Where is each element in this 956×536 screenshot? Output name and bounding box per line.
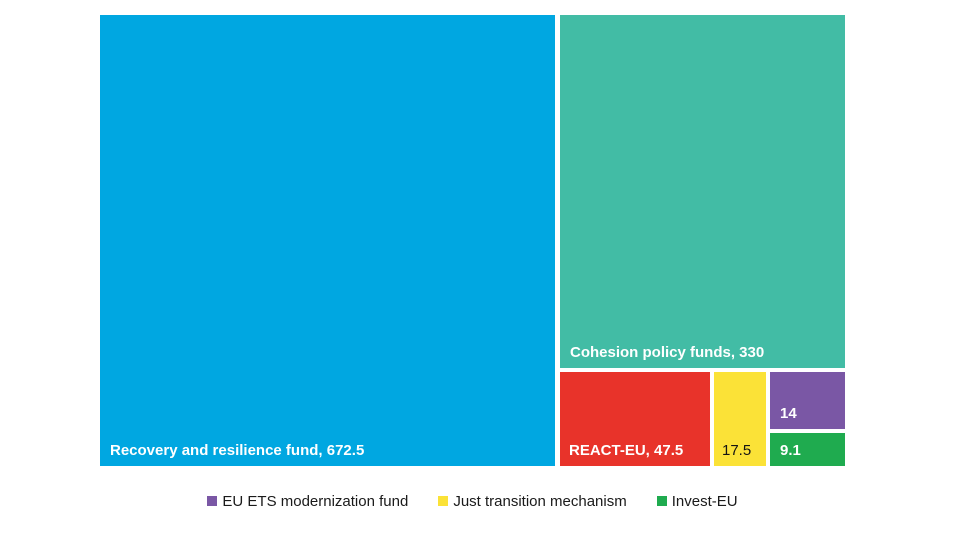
treemap-tile-eu-ets-modernization-fund: 14 xyxy=(770,372,845,429)
tile-label-cohesion-policy-funds: Cohesion policy funds, 330 xyxy=(570,344,765,361)
legend-swatch-green-icon xyxy=(656,496,667,506)
legend-swatch-yellow-icon xyxy=(438,496,449,506)
treemap-tile-react-eu: REACT-EU, 47.5 xyxy=(560,372,710,466)
legend: EU ETS modernization fund Just transitio… xyxy=(100,491,845,511)
tile-label-recovery-and-resilience-fund: Recovery and resilience fund, 672.5 xyxy=(110,442,365,459)
tile-label-invest-eu: 9.1 xyxy=(780,442,801,459)
legend-label-just-transition-mechanism: Just transition mechanism xyxy=(453,492,627,510)
treemap-tile-just-transition-mechanism: 17.5 xyxy=(714,372,766,466)
tile-label-just-transition-mechanism: 17.5 xyxy=(722,442,752,459)
legend-label-eu-ets-modernization-fund: EU ETS modernization fund xyxy=(222,492,409,510)
treemap-tile-invest-eu: 9.1 xyxy=(770,433,845,466)
treemap-tile-recovery-and-resilience-fund: Recovery and resilience fund, 672.5 xyxy=(100,15,555,466)
treemap-tile-cohesion-policy-funds: Cohesion policy funds, 330 xyxy=(560,15,845,368)
legend-item-eu-ets-modernization-fund: EU ETS modernization fund xyxy=(207,494,408,509)
legend-item-invest-eu: Invest-EU xyxy=(656,492,738,510)
legend-label-invest-eu: Invest-EU xyxy=(671,492,738,510)
legend-item-just-transition-mechanism: Just transition mechanism xyxy=(438,492,627,510)
legend-swatch-purple-icon xyxy=(207,496,218,506)
tile-label-eu-ets-modernization-fund: 14 xyxy=(780,405,797,422)
tile-label-react-eu: REACT-EU, 47.5 xyxy=(569,442,684,459)
